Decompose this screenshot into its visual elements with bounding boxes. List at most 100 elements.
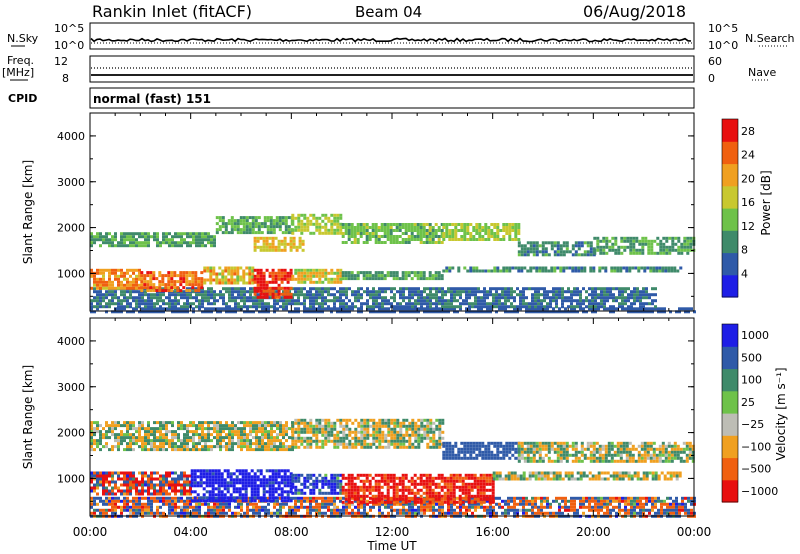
- heatmap-cell: [517, 269, 521, 273]
- heatmap-cell: [550, 244, 554, 248]
- heatmap-cell: [171, 471, 174, 475]
- heatmap-cell: [535, 250, 539, 254]
- heatmap-cell: [238, 481, 242, 485]
- heatmap-cell: [513, 290, 516, 294]
- heatmap-cell: [202, 493, 206, 497]
- heatmap-cell: [591, 499, 594, 503]
- heatmap-cell: [174, 290, 177, 294]
- heatmap-cell: [416, 271, 420, 275]
- heatmap-cell: [395, 494, 399, 498]
- heatmap-cell: [565, 250, 569, 254]
- heatmap-cell: [156, 508, 159, 512]
- heatmap-cell: [327, 299, 330, 303]
- heatmap-cell: [404, 277, 408, 281]
- heatmap-cell: [126, 268, 129, 272]
- heatmap-cell: [457, 229, 461, 232]
- heatmap-cell: [246, 310, 249, 314]
- heatmap-cell: [219, 511, 222, 515]
- heatmap-cell: [123, 483, 126, 487]
- heatmap-cell: [217, 487, 221, 491]
- heatmap-cell: [165, 471, 168, 475]
- heatmap-cell: [522, 305, 525, 309]
- heatmap-cell: [207, 241, 210, 245]
- heatmap-cell: [117, 302, 120, 306]
- heatmap-cell: [253, 484, 257, 488]
- heatmap-cell: [271, 481, 275, 485]
- heatmap-cell: [384, 296, 387, 300]
- heatmap-cell: [384, 287, 387, 291]
- heatmap-cell: [239, 222, 243, 226]
- heatmap-cell: [353, 274, 357, 278]
- heatmap-cell: [420, 502, 423, 506]
- heatmap-cell: [253, 496, 257, 500]
- heatmap-cell: [330, 268, 334, 272]
- heatmap-cell: [543, 299, 546, 303]
- heatmap-cell: [156, 296, 159, 300]
- heatmap-cell: [651, 499, 654, 503]
- heatmap-cell: [368, 488, 372, 492]
- heatmap-cell: [602, 236, 606, 240]
- heatmap-cell: [141, 480, 144, 484]
- nave-tick-bottom: 0: [708, 72, 715, 85]
- heatmap-cell: [429, 505, 432, 509]
- heatmap-cell: [573, 505, 576, 509]
- heatmap-cell: [378, 302, 381, 306]
- heatmap-cell: [395, 271, 399, 275]
- heatmap-cell: [354, 499, 357, 503]
- heatmap-cell: [574, 253, 578, 257]
- heatmap-cell: [252, 502, 255, 506]
- heatmap-cell: [291, 482, 295, 486]
- heatmap-cell: [303, 280, 307, 284]
- heatmap-cell: [369, 305, 372, 309]
- heatmap-cell: [159, 241, 162, 245]
- heatmap-cell: [330, 280, 334, 284]
- heatmap-cell: [114, 486, 117, 490]
- heatmap-cell: [114, 302, 117, 306]
- heatmap-cell: [366, 299, 369, 303]
- heatmap-cell: [150, 496, 153, 500]
- heatmap-cell: [208, 493, 212, 497]
- heatmap-cell: [422, 232, 426, 235]
- heatmap-cell: [180, 296, 183, 300]
- heatmap-cell: [680, 245, 684, 249]
- heatmap-cell: [108, 244, 111, 248]
- heatmap-cell: [336, 268, 340, 272]
- heatmap-cell: [327, 479, 331, 483]
- heatmap-cell: [360, 305, 363, 309]
- heatmap-cell: [253, 277, 257, 281]
- heatmap-cell: [141, 486, 144, 490]
- heatmap-cell: [423, 511, 426, 515]
- heatmap-cell: [256, 493, 260, 497]
- heatmap-cell: [596, 239, 600, 243]
- heatmap-cell: [159, 244, 162, 248]
- heatmap-cell: [330, 499, 333, 503]
- heatmap-cell: [186, 502, 189, 506]
- heatmap-cell: [153, 232, 156, 236]
- heatmap-cell: [111, 492, 114, 496]
- heatmap-cell: [211, 487, 215, 491]
- heatmap-cell: [114, 268, 117, 272]
- heatmap-cell: [255, 302, 258, 306]
- heatmap-cell: [398, 235, 402, 238]
- heatmap-cell: [168, 293, 171, 297]
- heatmap-cell: [669, 505, 672, 509]
- heatmap-cell: [460, 235, 464, 238]
- heatmap-cell: [212, 269, 216, 273]
- heatmap-cell: [413, 223, 417, 226]
- heatmap-cell: [211, 490, 215, 494]
- heatmap-cell: [344, 488, 348, 492]
- heatmap-cell: [256, 271, 260, 275]
- heatmap-cell: [389, 238, 393, 241]
- heatmap-cell: [690, 502, 693, 506]
- heatmap-cell: [393, 508, 396, 512]
- heatmap-cell: [156, 299, 159, 303]
- heatmap-cell: [425, 238, 429, 241]
- heatmap-cell: [242, 231, 246, 235]
- heatmap-cell: [465, 287, 468, 291]
- heatmap-cell: [254, 216, 258, 220]
- heatmap-cell: [190, 481, 194, 485]
- heatmap-cell: [510, 296, 513, 300]
- heatmap-cell: [291, 216, 295, 220]
- heatmap-cell: [286, 271, 290, 275]
- heatmap-cell: [459, 508, 462, 512]
